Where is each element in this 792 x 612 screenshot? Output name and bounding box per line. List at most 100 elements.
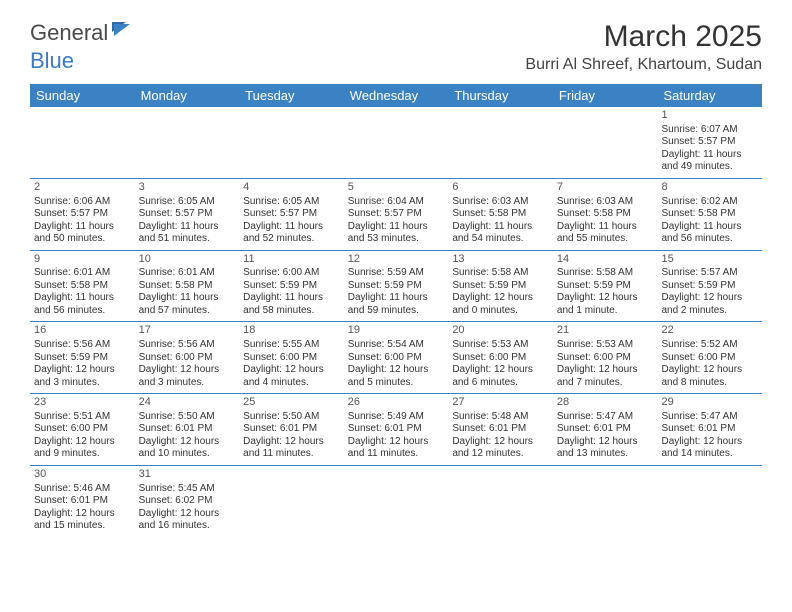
- day-cell: 29Sunrise: 5:47 AMSunset: 6:01 PMDayligh…: [657, 394, 762, 465]
- day-number: 2: [34, 181, 131, 195]
- day-number: 20: [452, 324, 549, 338]
- week-row: 9Sunrise: 6:01 AMSunset: 5:58 PMDaylight…: [30, 251, 762, 323]
- day-info-line: Sunset: 5:58 PM: [34, 280, 131, 293]
- day-info-line: and 14 minutes.: [661, 448, 758, 461]
- day-info-line: and 57 minutes.: [139, 305, 236, 318]
- day-info-line: Sunset: 5:59 PM: [348, 280, 445, 293]
- day-info-line: and 54 minutes.: [452, 233, 549, 246]
- day-number: 30: [34, 468, 131, 482]
- day-info-line: Sunset: 5:58 PM: [557, 208, 654, 221]
- day-info-line: Daylight: 12 hours: [34, 508, 131, 521]
- day-number: 3: [139, 181, 236, 195]
- day-info-line: Sunset: 5:59 PM: [661, 280, 758, 293]
- dow-sunday: Sunday: [30, 84, 135, 107]
- day-info-line: Daylight: 11 hours: [557, 221, 654, 234]
- dow-saturday: Saturday: [657, 84, 762, 107]
- day-cell-empty: [448, 107, 553, 178]
- day-info-line: Sunrise: 6:01 AM: [34, 267, 131, 280]
- day-info-line: and 11 minutes.: [348, 448, 445, 461]
- day-info-line: Sunrise: 6:05 AM: [243, 196, 340, 209]
- day-info-line: Sunrise: 6:01 AM: [139, 267, 236, 280]
- day-cell: 8Sunrise: 6:02 AMSunset: 5:58 PMDaylight…: [657, 179, 762, 250]
- day-number: 29: [661, 396, 758, 410]
- day-number: 19: [348, 324, 445, 338]
- day-info-line: Sunrise: 5:55 AM: [243, 339, 340, 352]
- day-info-line: Sunset: 6:00 PM: [34, 423, 131, 436]
- week-row: 30Sunrise: 5:46 AMSunset: 6:01 PMDayligh…: [30, 466, 762, 537]
- day-info-line: Sunrise: 6:06 AM: [34, 196, 131, 209]
- day-info-line: Sunrise: 5:53 AM: [557, 339, 654, 352]
- day-info-line: Sunset: 5:57 PM: [34, 208, 131, 221]
- day-cell: 19Sunrise: 5:54 AMSunset: 6:00 PMDayligh…: [344, 322, 449, 393]
- day-info-line: and 55 minutes.: [557, 233, 654, 246]
- day-cell: 10Sunrise: 6:01 AMSunset: 5:58 PMDayligh…: [135, 251, 240, 322]
- day-cell-empty: [553, 107, 658, 178]
- day-info-line: Daylight: 11 hours: [661, 221, 758, 234]
- day-info-line: Sunrise: 5:58 AM: [557, 267, 654, 280]
- day-number: 5: [348, 181, 445, 195]
- day-number: 27: [452, 396, 549, 410]
- day-info-line: Sunset: 5:59 PM: [557, 280, 654, 293]
- day-info-line: Sunset: 6:01 PM: [452, 423, 549, 436]
- day-info-line: Sunset: 6:01 PM: [243, 423, 340, 436]
- week-row: 2Sunrise: 6:06 AMSunset: 5:57 PMDaylight…: [30, 179, 762, 251]
- title-block: March 2025 Burri Al Shreef, Khartoum, Su…: [525, 20, 762, 74]
- day-info-line: Sunset: 6:00 PM: [139, 352, 236, 365]
- day-info-line: Sunset: 6:00 PM: [661, 352, 758, 365]
- day-cell-empty: [239, 107, 344, 178]
- day-cell-empty: [657, 466, 762, 537]
- day-info-line: Sunset: 6:01 PM: [139, 423, 236, 436]
- day-cell: 28Sunrise: 5:47 AMSunset: 6:01 PMDayligh…: [553, 394, 658, 465]
- day-cell: 26Sunrise: 5:49 AMSunset: 6:01 PMDayligh…: [344, 394, 449, 465]
- day-cell: 4Sunrise: 6:05 AMSunset: 5:57 PMDaylight…: [239, 179, 344, 250]
- day-info-line: Daylight: 12 hours: [557, 436, 654, 449]
- day-info-line: and 1 minute.: [557, 305, 654, 318]
- day-info-line: and 8 minutes.: [661, 377, 758, 390]
- day-cell: 17Sunrise: 5:56 AMSunset: 6:00 PMDayligh…: [135, 322, 240, 393]
- day-info-line: Daylight: 12 hours: [348, 436, 445, 449]
- day-cell: 20Sunrise: 5:53 AMSunset: 6:00 PMDayligh…: [448, 322, 553, 393]
- day-cell: 31Sunrise: 5:45 AMSunset: 6:02 PMDayligh…: [135, 466, 240, 537]
- day-cell: 3Sunrise: 6:05 AMSunset: 5:57 PMDaylight…: [135, 179, 240, 250]
- week-row: 16Sunrise: 5:56 AMSunset: 5:59 PMDayligh…: [30, 322, 762, 394]
- day-info-line: Sunset: 6:01 PM: [348, 423, 445, 436]
- day-info-line: Sunset: 5:59 PM: [452, 280, 549, 293]
- day-cell-empty: [344, 107, 449, 178]
- logo-text-2: Blue: [30, 48, 74, 74]
- day-number: 22: [661, 324, 758, 338]
- day-info-line: Sunrise: 6:04 AM: [348, 196, 445, 209]
- day-number: 7: [557, 181, 654, 195]
- flag-icon: [112, 20, 134, 46]
- day-info-line: Daylight: 12 hours: [34, 364, 131, 377]
- day-info-line: Daylight: 12 hours: [243, 436, 340, 449]
- day-info-line: and 3 minutes.: [139, 377, 236, 390]
- week-row: 23Sunrise: 5:51 AMSunset: 6:00 PMDayligh…: [30, 394, 762, 466]
- day-info-line: Daylight: 12 hours: [557, 292, 654, 305]
- day-info-line: and 15 minutes.: [34, 520, 131, 533]
- day-info-line: and 51 minutes.: [139, 233, 236, 246]
- day-info-line: Sunset: 6:01 PM: [557, 423, 654, 436]
- day-info-line: Daylight: 12 hours: [452, 292, 549, 305]
- day-info-line: and 3 minutes.: [34, 377, 131, 390]
- day-cell: 16Sunrise: 5:56 AMSunset: 5:59 PMDayligh…: [30, 322, 135, 393]
- day-number: 15: [661, 253, 758, 267]
- day-info-line: Sunrise: 5:54 AM: [348, 339, 445, 352]
- day-info-line: Sunrise: 5:58 AM: [452, 267, 549, 280]
- day-cell: 6Sunrise: 6:03 AMSunset: 5:58 PMDaylight…: [448, 179, 553, 250]
- day-info-line: Daylight: 12 hours: [557, 364, 654, 377]
- day-info-line: and 0 minutes.: [452, 305, 549, 318]
- day-info-line: Daylight: 12 hours: [452, 364, 549, 377]
- day-info-line: and 4 minutes.: [243, 377, 340, 390]
- month-title: March 2025: [525, 20, 762, 54]
- day-cell-empty: [135, 107, 240, 178]
- day-cell-empty: [448, 466, 553, 537]
- day-number: 1: [661, 109, 758, 123]
- day-number: 4: [243, 181, 340, 195]
- day-number: 6: [452, 181, 549, 195]
- dow-monday: Monday: [135, 84, 240, 107]
- day-info-line: and 49 minutes.: [661, 161, 758, 174]
- day-cell: 2Sunrise: 6:06 AMSunset: 5:57 PMDaylight…: [30, 179, 135, 250]
- day-info-line: and 2 minutes.: [661, 305, 758, 318]
- day-info-line: Daylight: 12 hours: [139, 436, 236, 449]
- day-info-line: Sunset: 5:57 PM: [243, 208, 340, 221]
